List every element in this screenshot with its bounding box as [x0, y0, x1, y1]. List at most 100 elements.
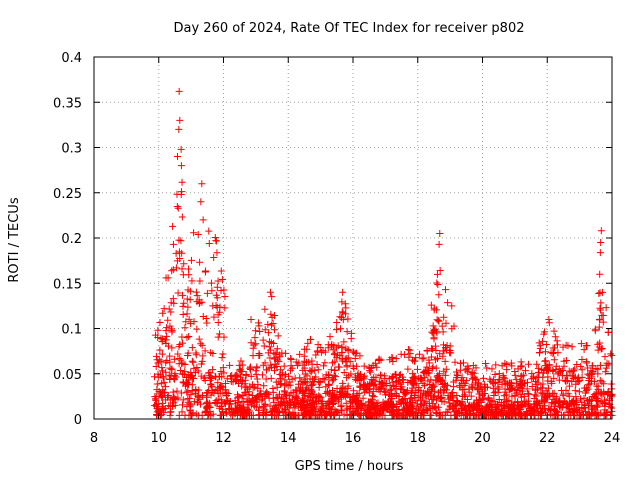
data-point — [339, 316, 347, 324]
data-point — [584, 370, 592, 378]
data-point — [213, 304, 221, 312]
data-point — [463, 377, 471, 385]
data-point — [333, 318, 341, 326]
data-point — [158, 335, 166, 343]
data-point — [430, 334, 438, 342]
data-point — [214, 379, 222, 387]
data-point — [386, 386, 394, 394]
data-point — [316, 393, 324, 401]
data-point — [287, 398, 295, 406]
data-point — [289, 388, 297, 396]
data-point — [434, 280, 442, 288]
data-point — [587, 371, 595, 379]
data-point — [186, 287, 194, 295]
data-point — [366, 398, 374, 406]
data-point — [429, 383, 437, 391]
data-point — [157, 371, 165, 379]
data-point — [568, 343, 576, 351]
data-point — [405, 353, 413, 361]
data-point — [321, 359, 329, 367]
data-point — [243, 411, 251, 419]
data-point — [308, 382, 316, 389]
x-axis-label: GPS time / hours — [295, 459, 404, 474]
data-point — [360, 372, 368, 380]
data-point — [436, 229, 444, 237]
data-point — [154, 326, 162, 334]
data-point — [503, 397, 511, 405]
data-point — [306, 411, 314, 419]
data-point — [208, 387, 216, 395]
data-point — [558, 387, 566, 395]
data-point — [218, 373, 226, 381]
data-point — [208, 375, 216, 383]
data-point — [163, 356, 171, 364]
data-point — [539, 380, 547, 388]
data-point — [258, 371, 266, 379]
data-point — [369, 392, 377, 400]
data-point — [521, 401, 529, 409]
data-point — [495, 396, 503, 404]
data-point — [197, 340, 205, 348]
data-point — [443, 342, 451, 350]
data-point — [603, 361, 611, 369]
data-point — [429, 395, 437, 403]
data-point — [303, 372, 311, 380]
data-point — [274, 407, 282, 415]
data-point — [240, 405, 248, 413]
data-point — [186, 403, 194, 411]
data-point — [337, 392, 345, 400]
data-point — [449, 388, 457, 396]
data-point — [192, 410, 200, 418]
data-point — [417, 400, 425, 408]
data-point — [384, 398, 392, 406]
data-point — [275, 358, 283, 366]
data-point — [179, 291, 187, 299]
data-point — [178, 249, 186, 257]
data-point — [440, 341, 448, 349]
data-point — [295, 359, 303, 367]
data-point — [456, 383, 464, 391]
data-point — [247, 315, 255, 323]
data-point — [247, 339, 255, 347]
data-point — [559, 343, 567, 351]
data-point — [488, 365, 496, 373]
data-point — [246, 382, 254, 390]
data-point — [187, 369, 195, 377]
data-point — [444, 299, 452, 307]
data-point — [448, 302, 456, 310]
data-point — [269, 388, 277, 396]
data-point — [536, 349, 544, 357]
data-point — [247, 372, 255, 380]
data-point — [213, 294, 221, 302]
data-point — [177, 145, 185, 153]
data-point — [490, 398, 498, 406]
data-point — [217, 287, 225, 295]
data-point — [320, 362, 328, 370]
data-point — [163, 332, 171, 340]
data-point — [451, 358, 459, 366]
data-point — [231, 371, 239, 379]
data-point — [197, 400, 205, 408]
data-point — [182, 318, 190, 326]
data-point — [440, 398, 448, 406]
data-point — [468, 368, 476, 376]
data-point — [387, 385, 395, 393]
data-point — [198, 180, 206, 188]
data-point — [521, 380, 529, 388]
x-tick-label: 18 — [409, 431, 426, 446]
data-point — [516, 377, 524, 385]
data-point — [162, 327, 170, 335]
data-point — [304, 339, 312, 347]
data-point — [179, 302, 187, 310]
y-axis-label: ROTI / TECUs — [7, 197, 22, 282]
data-point — [166, 375, 174, 383]
data-point — [575, 388, 583, 396]
data-point — [531, 401, 539, 409]
data-point — [423, 407, 431, 415]
data-point — [514, 398, 522, 406]
data-point — [575, 411, 583, 419]
data-point — [436, 266, 444, 274]
data-point — [294, 394, 302, 402]
data-point — [181, 324, 189, 332]
data-point — [218, 275, 226, 283]
